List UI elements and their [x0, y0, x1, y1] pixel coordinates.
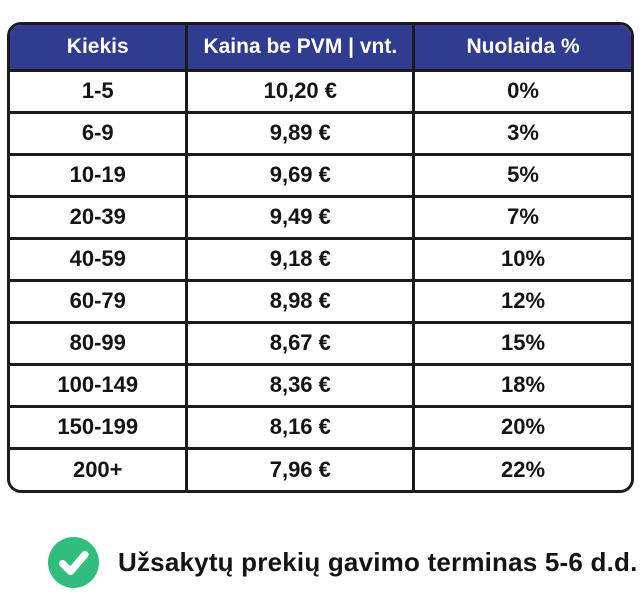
table-cell: 8,36 € — [186, 364, 416, 408]
price-table-body: 1-5 10,20 €0% 6-9 9,89 €3% 10-19 9,69 €5% 20-3… — [10, 70, 631, 490]
column-header-quantity: Kiekis — [10, 25, 189, 72]
table-row: 60-79 8,98 €12% — [10, 280, 631, 324]
table-row: 200+ 7,96 €22% — [10, 448, 631, 490]
table-cell: 60-79 — [10, 280, 189, 324]
table-cell: 18% — [413, 364, 631, 408]
table-row: 80-99 8,67 €15% — [10, 322, 631, 366]
table-row: 150-199 8,16 €20% — [10, 406, 631, 450]
table-cell: 20% — [413, 406, 631, 450]
table-cell: 15% — [413, 322, 631, 366]
delivery-note: Užsakytų prekių gavimo terminas 5-6 d.d. — [48, 537, 638, 588]
delivery-note-text: Užsakytų prekių gavimo terminas 5-6 d.d. — [118, 547, 638, 577]
table-cell: 100-149 — [10, 364, 189, 408]
table-cell: 8,16 € — [186, 406, 416, 450]
table-row: 6-9 9,89 €3% — [10, 112, 631, 156]
table-cell: 9,69 € — [186, 154, 416, 198]
table-cell: 150-199 — [10, 406, 189, 450]
table-cell: 10,20 € — [186, 70, 416, 114]
table-row: 20-39 9,49 €7% — [10, 196, 631, 240]
table-cell: 3% — [413, 112, 631, 156]
table-cell: 9,89 € — [186, 112, 416, 156]
table-cell: 12% — [413, 280, 631, 324]
table-cell: 9,49 € — [186, 196, 416, 240]
table-cell: 22% — [413, 448, 631, 490]
column-header-discount: Nuolaida % — [413, 25, 631, 72]
table-cell: 8,98 € — [186, 280, 416, 324]
table-row: 40-59 9,18 €10% — [10, 238, 631, 282]
price-table-container: Kiekis Kaina be PVM | vnt. Nuolaida % 1-… — [7, 22, 634, 493]
table-cell: 6-9 — [10, 112, 189, 156]
table-row: 100-149 8,36 €18% — [10, 364, 631, 408]
price-table-header: Kiekis Kaina be PVM | vnt. Nuolaida % — [10, 25, 631, 72]
price-table: Kiekis Kaina be PVM | vnt. Nuolaida % 1-… — [10, 25, 631, 490]
table-cell: 8,67 € — [186, 322, 416, 366]
table-cell: 10-19 — [10, 154, 189, 198]
table-cell: 20-39 — [10, 196, 189, 240]
table-cell: 80-99 — [10, 322, 189, 366]
table-cell: 5% — [413, 154, 631, 198]
table-cell: 1-5 — [10, 70, 189, 114]
header-row: Kiekis Kaina be PVM | vnt. Nuolaida % — [10, 25, 631, 72]
table-row: 1-5 10,20 €0% — [10, 70, 631, 114]
table-cell: 40-59 — [10, 238, 189, 282]
table-cell: 0% — [413, 70, 631, 114]
table-cell: 7,96 € — [186, 448, 416, 490]
table-cell: 10% — [413, 238, 631, 282]
check-circle-icon — [48, 537, 99, 588]
table-cell: 200+ — [10, 448, 189, 490]
table-cell: 9,18 € — [186, 238, 416, 282]
table-cell: 7% — [413, 196, 631, 240]
column-header-price: Kaina be PVM | vnt. — [186, 25, 416, 72]
table-row: 10-19 9,69 €5% — [10, 154, 631, 198]
